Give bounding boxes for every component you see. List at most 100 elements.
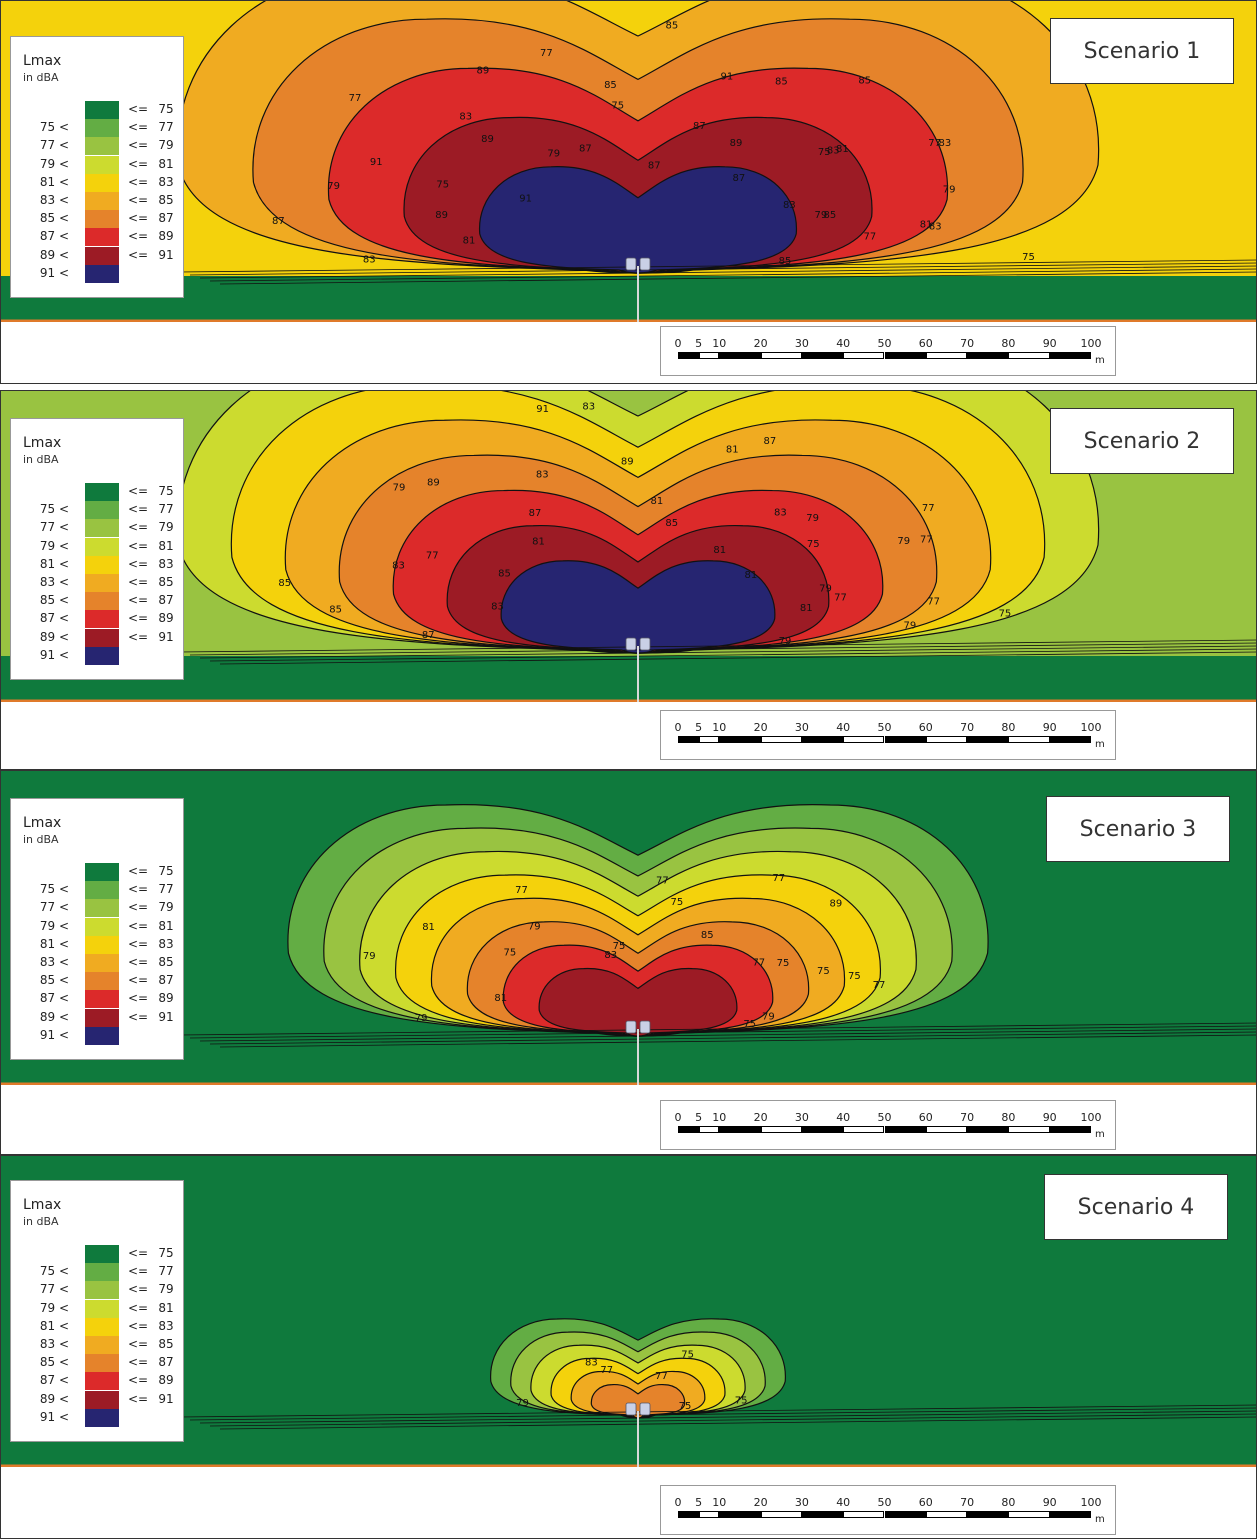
scale-bar-tick-label: 90 — [1042, 1496, 1057, 1509]
legend-row: 81 < <= 83 — [11, 555, 183, 574]
contour-label: 89 — [477, 66, 490, 77]
contour-label: 75 — [679, 1401, 692, 1412]
legend-upper-bound: 77 — [158, 120, 174, 135]
scale-bar-segment — [1049, 352, 1091, 359]
contour-label: 87 — [733, 173, 746, 184]
scale-bar-tick-label: 10 — [712, 1496, 727, 1509]
legend-swatch — [85, 1372, 119, 1391]
contour-line-road-edge — [219, 271, 1257, 285]
scale-bar: 0 5 10 20 30 40 50 60 70 80 90 100 m — [660, 326, 1116, 376]
contour-label: 77 — [772, 873, 785, 884]
legend-row: 89 < <= 91 — [11, 628, 183, 647]
contour-label: 77 — [349, 93, 362, 104]
contour-line-road-edge — [189, 262, 1257, 276]
legend-row: <= 75 — [11, 1245, 183, 1263]
contour-line-road-edge — [209, 1413, 1257, 1427]
scale-bar-tick-label: 30 — [794, 1496, 809, 1509]
scale-bar-tick-label: 40 — [836, 721, 851, 734]
scale-bar-segment — [698, 736, 720, 743]
noise-contour-map: 7977797779818181838381797783858785838589… — [0, 390, 1257, 702]
contour-label: 91 — [536, 404, 549, 415]
contour-band-level-9 — [479, 166, 797, 274]
legend-lower-bound: 81 < — [39, 936, 69, 951]
scale-bar-tick-label: 5 — [695, 1111, 703, 1124]
legend-operator: <= — [128, 611, 149, 626]
scale-bar-tick-label: 80 — [1001, 337, 1016, 350]
legend-lower-bound: 89 < — [39, 1009, 69, 1024]
contour-label: 89 — [829, 898, 842, 909]
scale-bar-tick-label: 30 — [794, 721, 809, 734]
legend-operator: <= — [128, 882, 149, 897]
legend-row: 87 < <= 89 — [11, 610, 183, 629]
scale-bar-tick-label: 5 — [695, 337, 703, 350]
contour-label: 87 — [579, 144, 592, 155]
contour-label: 75 — [817, 966, 830, 977]
legend-upper-bound: 85 — [158, 193, 174, 207]
contour-label: 79 — [762, 1012, 775, 1023]
legend-operator: <= — [128, 575, 149, 589]
legend-lower-bound: 81 < — [39, 1318, 69, 1333]
contour-label: 83 — [783, 200, 796, 211]
legend-upper-bound: 87 — [158, 211, 174, 226]
contour-line-road-edge — [179, 1404, 1257, 1418]
legend-row: 81 < <= 83 — [11, 935, 183, 954]
legend-upper-bound: 85 — [158, 575, 174, 589]
legend-operator: <= — [128, 174, 149, 189]
contour-label: 79 — [516, 1398, 529, 1409]
scale-bar-segment — [678, 736, 699, 743]
scale-bar-segment — [884, 736, 926, 743]
scale-bar-tick-label: 0 — [674, 1496, 682, 1509]
scale-bar-segment — [925, 736, 968, 743]
contour-line-road-edge — [199, 265, 1257, 279]
contour-label: 85 — [665, 518, 678, 529]
sound-source-marker — [639, 637, 651, 651]
legend-operator: <= — [128, 1300, 149, 1315]
legend-row: 79 < <= 81 — [11, 155, 183, 174]
sound-source-marker — [639, 1020, 651, 1034]
legend-swatch — [85, 917, 119, 936]
scale-bar-segment — [967, 1126, 1009, 1133]
legend-operator: <= — [128, 502, 149, 517]
legend-lower-bound: 87 < — [39, 991, 69, 1006]
legend-swatch — [85, 1336, 119, 1354]
legend-operator: <= — [128, 556, 149, 571]
contour-label: 79 — [547, 148, 560, 159]
contour-label: 83 — [929, 222, 942, 233]
contour-line-road-edge — [219, 651, 1257, 665]
scale-bar-segment — [801, 1511, 844, 1518]
legend-row: 91 < — [11, 1026, 183, 1045]
legend-swatch — [85, 1026, 119, 1045]
legend-row: 75 < <= 77 — [11, 1263, 183, 1282]
legend-operator: <= — [128, 247, 149, 262]
scale-bar-segment — [1049, 1126, 1091, 1133]
legend-upper-bound: 87 — [158, 1355, 174, 1370]
legend-swatch — [85, 935, 119, 954]
scale-bar-tick-label: 20 — [753, 337, 768, 350]
legend-upper-bound: 83 — [158, 936, 174, 951]
contour-label: 89 — [730, 138, 743, 149]
legend-lower-bound: 91 < — [39, 265, 69, 280]
scale-bar-segment — [719, 736, 761, 743]
legend-row: 77 < <= 79 — [11, 899, 183, 918]
scale-bar-tick-label: 80 — [1001, 1496, 1016, 1509]
legend-lower-bound: 89 < — [39, 1391, 69, 1406]
road-strip-fill — [0, 656, 1257, 702]
legend-row: 87 < <= 89 — [11, 990, 183, 1009]
legend-swatch — [85, 210, 119, 229]
contour-label: 83 — [392, 560, 405, 571]
legend-upper-bound: 89 — [158, 229, 174, 244]
legend-upper-bound: 83 — [158, 556, 174, 571]
contour-line-road-edge — [189, 642, 1257, 656]
legend-row: <= 75 — [11, 863, 183, 881]
contour-label: 81 — [726, 444, 739, 455]
contour-label: 75 — [818, 147, 831, 158]
scale-bar-tick-label: 60 — [918, 1111, 933, 1124]
contour-label: 85 — [604, 80, 617, 91]
legend-row: 77 < <= 79 — [11, 1281, 183, 1300]
scale-bar-tick-label: 10 — [712, 1111, 727, 1124]
scale-bar-segment — [967, 352, 1009, 359]
legend-upper-bound: 91 — [158, 629, 174, 644]
legend-row: 89 < <= 91 — [11, 246, 183, 265]
scale-bar-tick-label: 50 — [877, 337, 892, 350]
